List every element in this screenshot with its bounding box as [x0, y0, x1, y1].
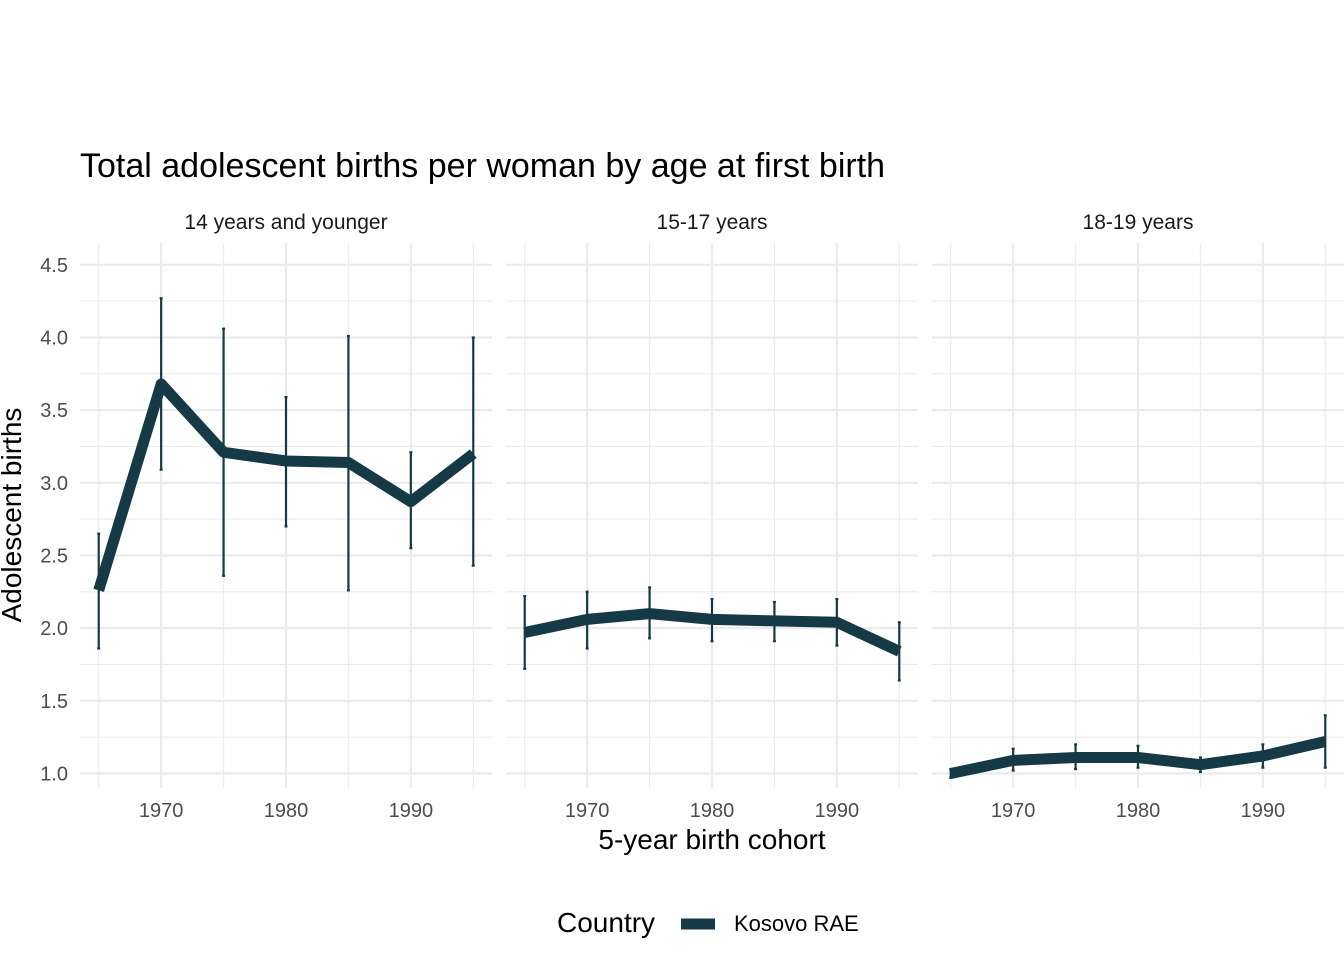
y-tick-label: 2.5	[40, 545, 68, 567]
panel-strip-label: 14 years and younger	[184, 211, 387, 234]
x-tick-label: 1980	[690, 800, 735, 822]
panel-1: 14 years and younger 1970 1980 1990	[80, 211, 492, 822]
x-tick-label: 1990	[1241, 800, 1286, 822]
x-tick-label: 1970	[991, 800, 1036, 822]
chart-title: Total adolescent births per woman by age…	[80, 147, 885, 185]
legend-title: Country	[557, 907, 655, 938]
y-tick-label: 4.0	[40, 327, 68, 349]
y-tick-label: 2.0	[40, 618, 68, 640]
x-axis-title: 5-year birth cohort	[598, 824, 825, 855]
x-tick-label: 1970	[139, 800, 184, 822]
x-tick-label: 1970	[565, 800, 610, 822]
major-gridlines	[932, 243, 1344, 788]
legend: Country Kosovo RAE	[557, 907, 859, 938]
panel-strip-label: 15-17 years	[657, 211, 768, 234]
panel-3: 18-19 years 1970 1980 1990	[932, 211, 1344, 822]
major-gridlines	[506, 243, 918, 788]
panel-2: 15-17 years 1970 1980 1990	[506, 211, 918, 822]
y-tick-label: 3.0	[40, 473, 68, 495]
x-tick-label: 1980	[264, 800, 309, 822]
y-tick-label: 3.5	[40, 400, 68, 422]
panel-strip-label: 18-19 years	[1083, 211, 1194, 234]
y-axis-ticks: 1.0 1.5 2.0 2.5 3.0 3.5 4.0 4.5	[40, 255, 68, 786]
y-axis-title: Adolescent births	[0, 408, 27, 623]
y-tick-label: 4.5	[40, 255, 68, 277]
y-tick-label: 1.0	[40, 763, 68, 785]
x-tick-label: 1990	[815, 800, 860, 822]
legend-label-kosovo-rae: Kosovo RAE	[734, 911, 859, 936]
x-tick-label: 1990	[389, 800, 434, 822]
x-tick-label: 1980	[1116, 800, 1161, 822]
y-tick-label: 1.5	[40, 691, 68, 713]
